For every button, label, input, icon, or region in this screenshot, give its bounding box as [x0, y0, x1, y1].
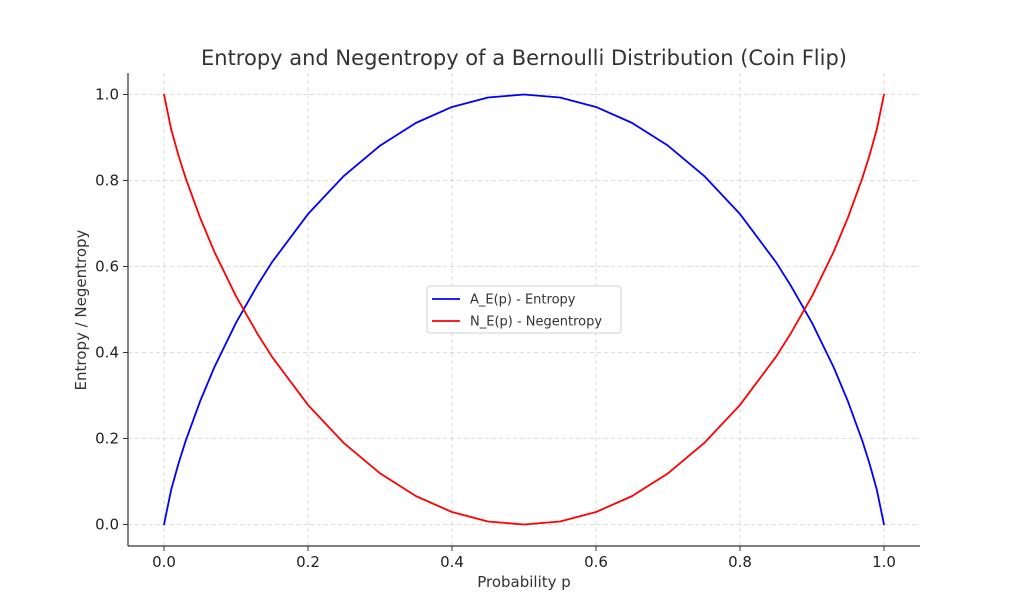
x-tick-label: 0.4: [440, 553, 464, 571]
x-tick-label: 0.2: [296, 553, 320, 571]
legend: A_E(p) - Entropy N_E(p) - Negentropy: [426, 285, 622, 334]
legend-entry-label: A_E(p) - Entropy: [470, 293, 576, 308]
y-tick-label: 1.0: [95, 86, 119, 104]
y-axis-label: Entropy / Negentropy: [72, 229, 90, 390]
legend-entry-label: N_E(p) - Negentropy: [470, 315, 602, 330]
series-line-negentropy: [163, 93, 885, 526]
y-tick-label: 0.8: [95, 172, 119, 190]
chart-title: Entropy and Negentropy of a Bernoulli Di…: [201, 46, 847, 70]
x-tick-label: 0.8: [728, 553, 752, 571]
series-layer: [163, 93, 885, 526]
legend-box: [426, 285, 622, 334]
x-tick-label: 0.0: [152, 553, 176, 571]
series-line-entropy: [163, 93, 885, 526]
x-tick-label: 0.6: [584, 553, 608, 571]
axes: 0.0 0.2 0.4 0.6 0.8 1.0 0.0 0.2 0.4 0.6 0.8 1.0: [95, 73, 920, 571]
y-tick-label: 0.0: [95, 516, 119, 534]
x-tick-label: 1.0: [872, 553, 896, 571]
y-tick-label: 0.6: [95, 258, 119, 276]
y-tick-label: 0.4: [95, 344, 119, 362]
y-tick-label: 0.2: [95, 430, 119, 448]
x-axis-label: Probability p: [477, 573, 571, 591]
